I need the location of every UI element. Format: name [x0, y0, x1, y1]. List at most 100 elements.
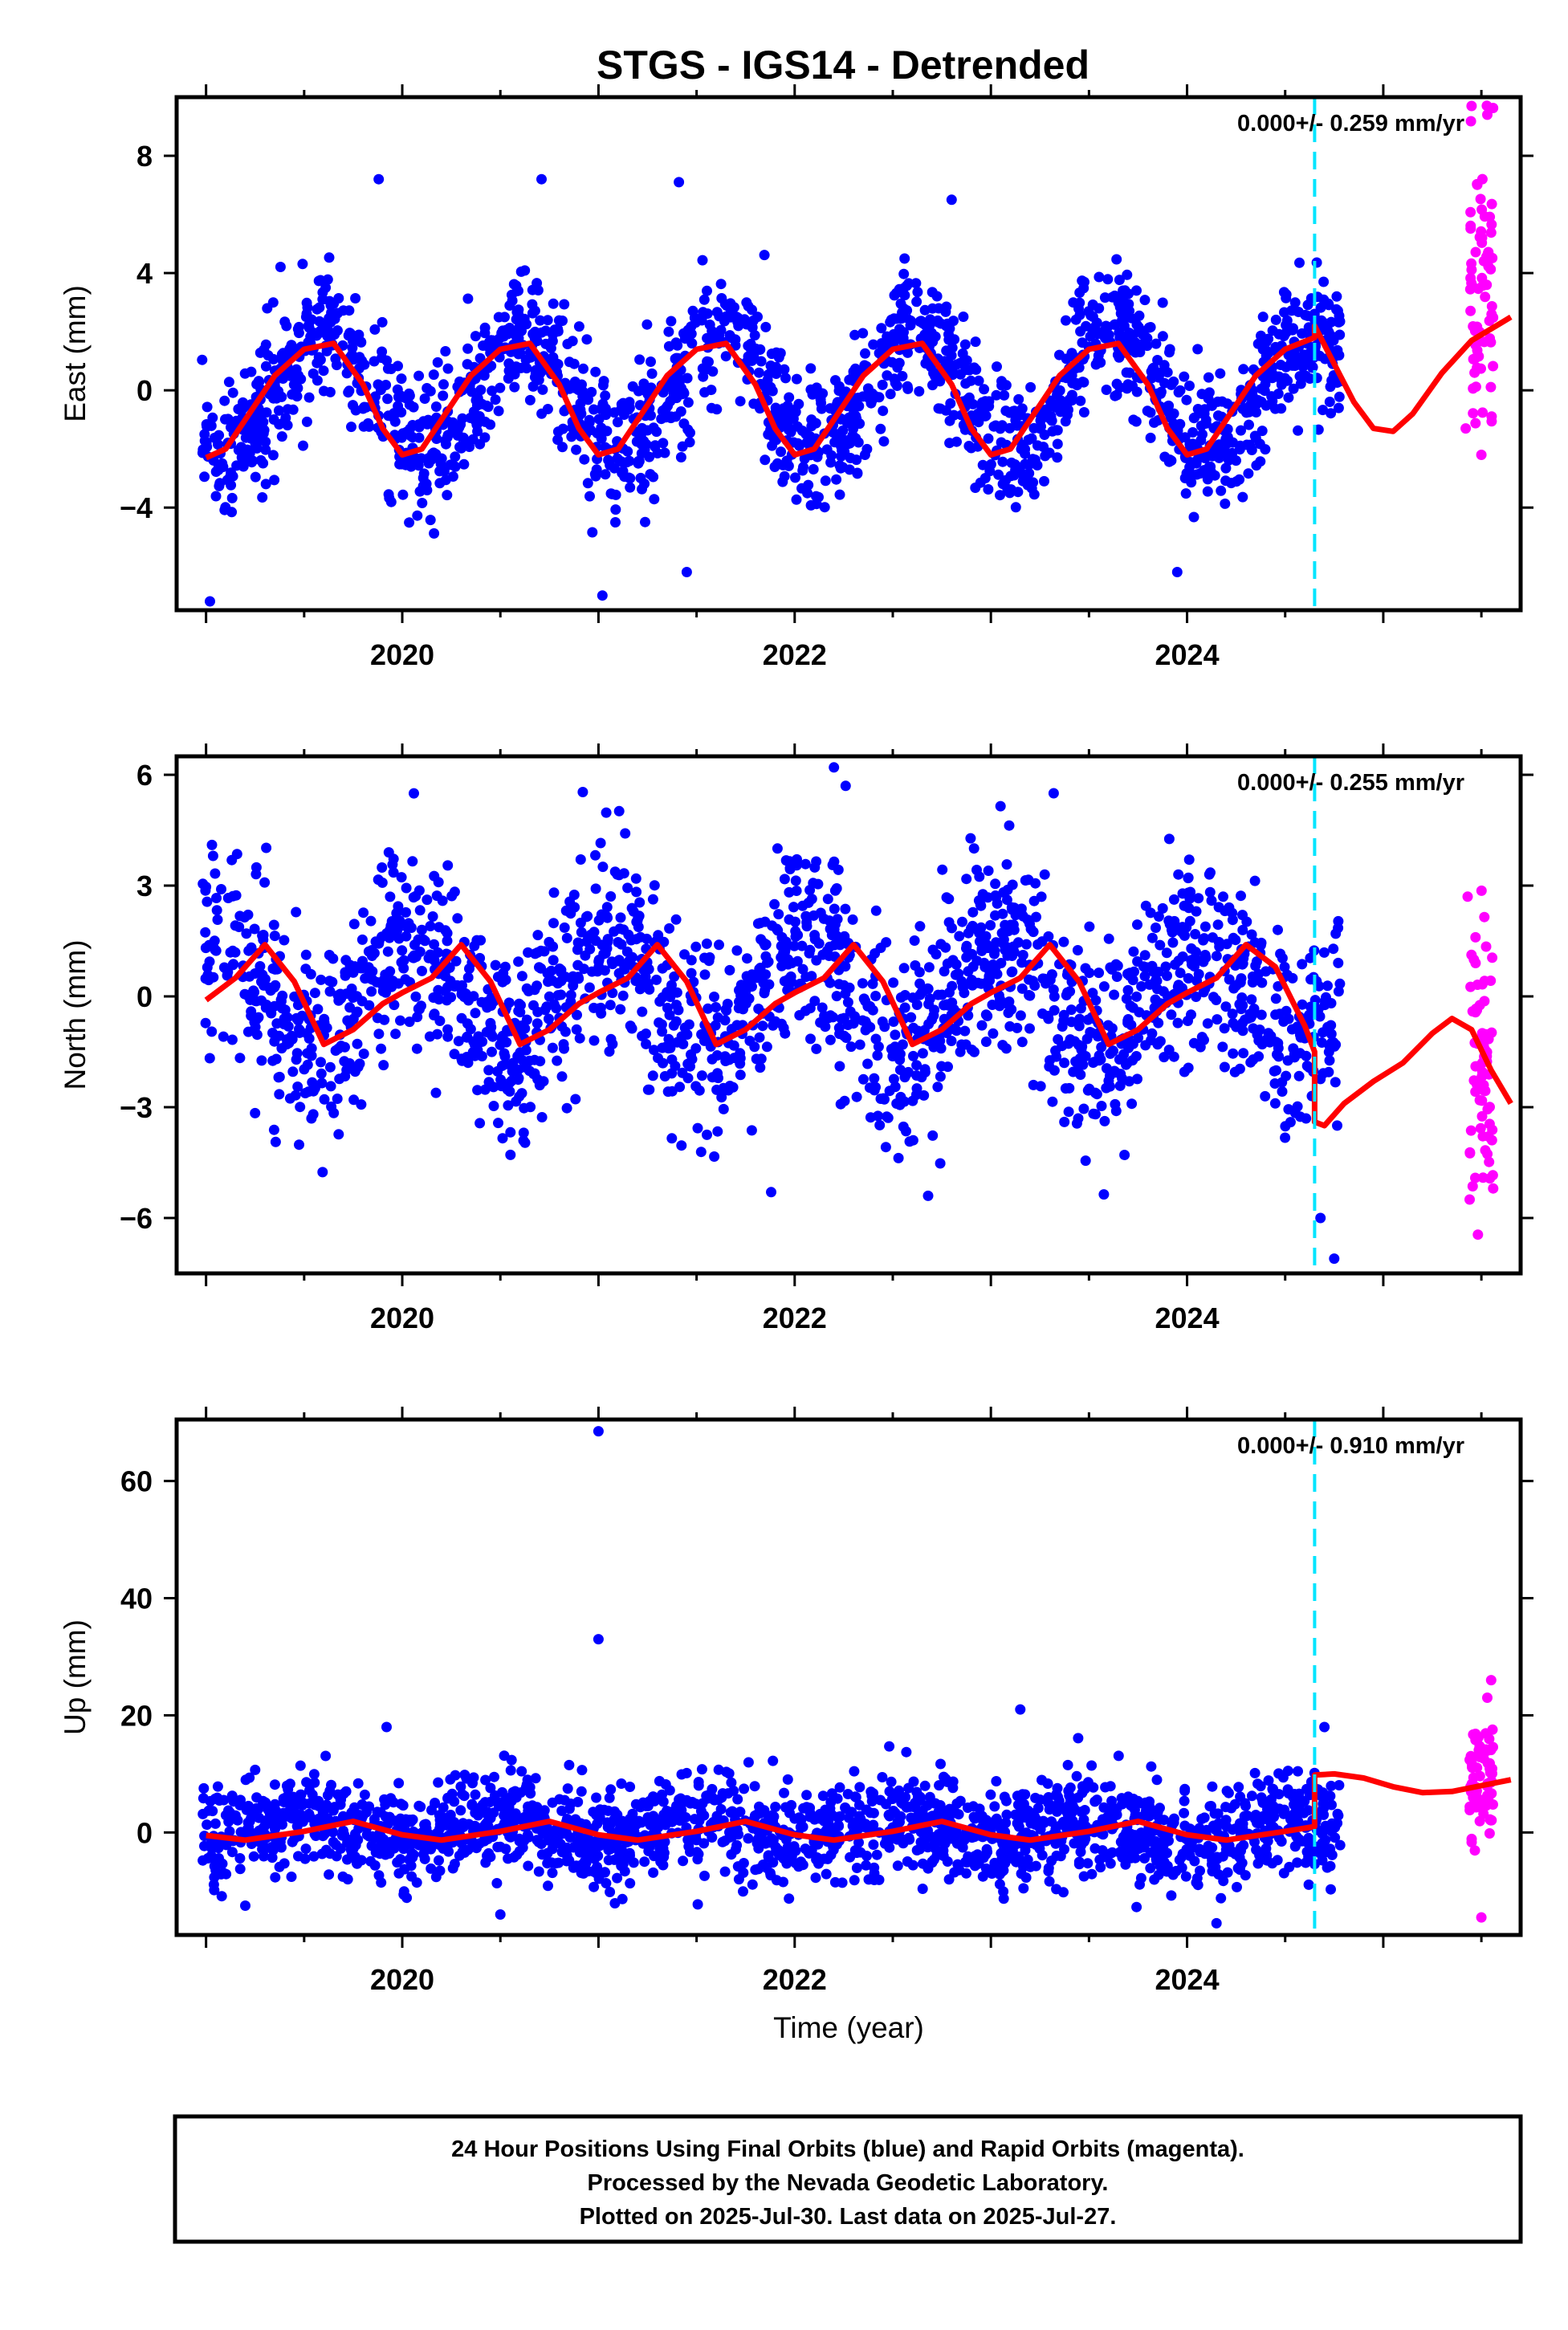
final-point: [245, 994, 256, 1005]
final-point: [633, 458, 644, 469]
final-point: [998, 887, 1009, 898]
final-point: [1075, 1003, 1086, 1014]
final-point: [1126, 1098, 1138, 1110]
final-point: [500, 1059, 511, 1069]
x-tick-label: 2020: [370, 638, 434, 671]
rapid-point: [1464, 1194, 1475, 1205]
final-point: [1075, 395, 1086, 406]
final-point: [808, 464, 819, 475]
final-point: [542, 967, 553, 979]
final-point: [1105, 1048, 1116, 1059]
final-point: [348, 992, 359, 1003]
final-point: [996, 958, 1007, 968]
final-point: [278, 1793, 289, 1804]
final-point: [701, 938, 712, 949]
final-point: [948, 1024, 959, 1035]
final-point: [865, 1807, 876, 1819]
final-point: [932, 1081, 943, 1093]
final-series-east: [197, 173, 1346, 607]
final-point: [1146, 932, 1158, 943]
final-point: [582, 478, 593, 489]
final-point: [340, 1041, 350, 1053]
final-point: [854, 1039, 865, 1050]
final-point: [1175, 967, 1186, 979]
final-point: [1173, 869, 1184, 880]
final-point: [744, 1035, 755, 1046]
final-point: [881, 1798, 891, 1810]
final-point: [1257, 312, 1269, 323]
final-point: [760, 916, 771, 927]
final-point: [1026, 483, 1037, 494]
final-point: [969, 413, 980, 424]
rapid-point: [1472, 344, 1483, 356]
final-point: [1137, 329, 1148, 340]
final-point: [210, 491, 222, 502]
final-point: [1142, 405, 1153, 417]
final-point: [433, 877, 444, 888]
x-tick-label: 2024: [1155, 638, 1220, 671]
rapid-point: [1487, 1124, 1498, 1135]
final-point: [983, 433, 994, 444]
final-point: [288, 379, 299, 390]
final-point: [877, 379, 888, 390]
final-point: [605, 1033, 617, 1045]
final-point: [458, 458, 470, 470]
final-point: [900, 1069, 911, 1081]
final-point: [1000, 475, 1012, 486]
final-point: [834, 939, 845, 951]
final-point: [1316, 1037, 1327, 1048]
final-point: [535, 1056, 546, 1067]
final-point: [1305, 373, 1315, 384]
final-point: [959, 1025, 971, 1037]
final-point: [1238, 364, 1249, 375]
final-point: [446, 890, 458, 902]
rapid-point: [1464, 1147, 1476, 1158]
final-point: [1231, 980, 1242, 991]
final-point: [1164, 347, 1175, 358]
final-point: [382, 393, 393, 405]
final-point: [682, 397, 694, 408]
final-point: [531, 980, 543, 992]
final-point: [1073, 1040, 1085, 1050]
final-point: [363, 418, 373, 429]
final-point: [1121, 367, 1132, 378]
final-point: [939, 356, 951, 367]
final-point: [975, 899, 986, 910]
final-point: [805, 1033, 816, 1045]
final-point: [429, 939, 440, 950]
final-point: [1163, 1045, 1175, 1056]
final-point: [800, 858, 811, 870]
final-point: [801, 921, 813, 932]
final-point: [714, 939, 724, 951]
final-point: [801, 1790, 813, 1801]
final-point: [1324, 1055, 1335, 1066]
final-point: [1208, 992, 1219, 1003]
final-point: [1303, 1879, 1314, 1890]
final-point: [902, 381, 913, 392]
final-point: [646, 382, 657, 393]
final-point: [432, 1029, 443, 1040]
final-point: [831, 474, 842, 485]
final-point: [882, 370, 893, 381]
final-point: [205, 596, 215, 607]
final-point: [358, 907, 369, 919]
final-point: [470, 331, 481, 342]
final-point: [1256, 426, 1268, 437]
final-point: [1088, 1057, 1099, 1068]
final-point: [970, 336, 981, 348]
rapid-point: [1469, 367, 1480, 378]
final-point: [456, 1012, 467, 1024]
final-point: [521, 983, 532, 994]
final-point: [548, 329, 558, 340]
final-point: [356, 934, 368, 945]
final-point: [825, 923, 836, 935]
final-point: [243, 945, 255, 956]
final-point: [1157, 297, 1168, 308]
final-point: [968, 843, 979, 854]
final-point: [573, 938, 584, 949]
final-point: [1111, 378, 1122, 389]
final-point: [324, 950, 335, 960]
final-point: [1236, 425, 1246, 436]
final-point: [325, 1081, 336, 1092]
